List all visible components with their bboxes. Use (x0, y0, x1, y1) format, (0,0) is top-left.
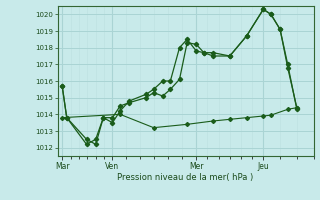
X-axis label: Pression niveau de la mer( hPa ): Pression niveau de la mer( hPa ) (117, 173, 254, 182)
